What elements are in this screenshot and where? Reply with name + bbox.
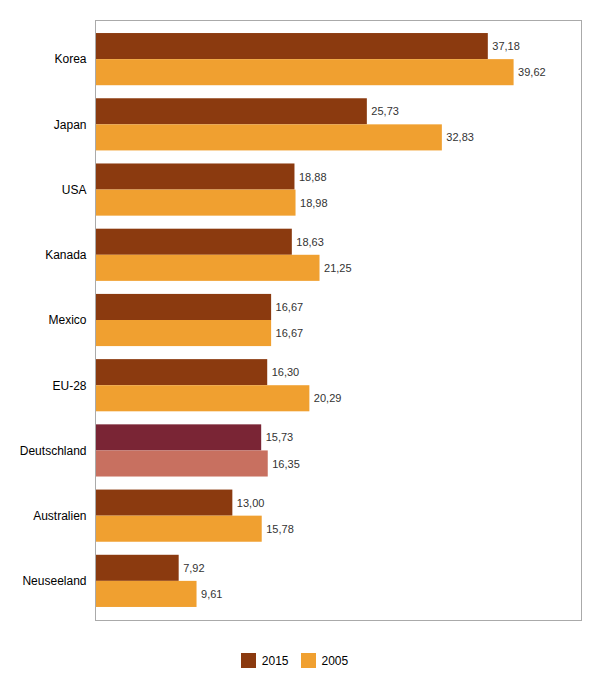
svg-text:Australien: Australien [33,509,86,523]
svg-text:7,92: 7,92 [183,562,204,574]
svg-text:Japan: Japan [54,118,87,132]
svg-text:18,98: 18,98 [300,197,328,209]
svg-text:USA: USA [62,183,87,197]
svg-text:Korea: Korea [54,52,86,66]
svg-text:15,73: 15,73 [266,431,294,443]
svg-text:21,25: 21,25 [324,262,352,274]
html-text:2005: 2005 [321,653,349,668]
svg-text:18,63: 18,63 [296,236,324,248]
svg-text:16,30: 16,30 [272,366,300,378]
svg-text:9,61: 9,61 [201,588,222,600]
svg-text:16,35: 16,35 [272,457,300,469]
svg-text:Mexico: Mexico [48,313,86,327]
svg-text:18,88: 18,88 [299,171,327,183]
svg-text:39,62: 39,62 [518,66,546,78]
svg-text:15,78: 15,78 [266,523,294,535]
svg-text:16,67: 16,67 [276,301,304,313]
svg-text:EU-28: EU-28 [52,379,86,393]
svg-text:20,29: 20,29 [314,392,342,404]
svg-text:Neuseeland: Neuseeland [22,574,86,588]
svg-text:16,67: 16,67 [276,327,304,339]
svg-text:Kanada: Kanada [45,248,87,262]
svg-text:37,18: 37,18 [492,40,520,52]
svg-text:Deutschland: Deutschland [20,444,87,458]
svg-text:25,73: 25,73 [371,105,399,117]
svg-text:32,83: 32,83 [446,131,474,143]
html-text:2015: 2015 [261,653,289,668]
svg-text:13,00: 13,00 [237,497,265,509]
